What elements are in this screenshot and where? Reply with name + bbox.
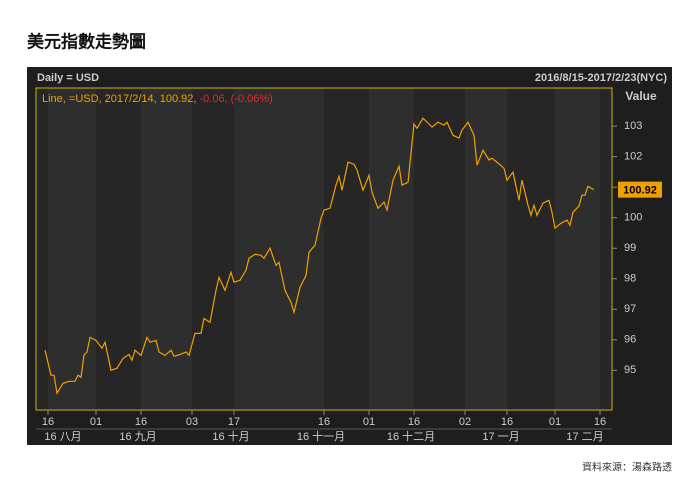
stripe (48, 88, 96, 410)
y-tick-label: 98 (624, 273, 636, 285)
x-tick-label: 01 (90, 416, 102, 428)
x-tick-label: 16 (135, 416, 147, 428)
x-tick-label: 01 (549, 416, 561, 428)
legend: Line, =USD, 2017/2/14, 100.92, -0.06, (-… (42, 93, 273, 105)
y-tick-label: 99 (624, 242, 636, 254)
chart-title: 美元指數走勢圖 (27, 31, 146, 51)
month-label: 16 十一月 (297, 429, 345, 443)
legend-change: -0.06, (-0.06%) (199, 93, 272, 105)
last-value-box (618, 181, 662, 198)
last-value-label: 100.92 (623, 185, 657, 197)
x-tick-label: 03 (186, 416, 198, 428)
stripe (141, 88, 192, 410)
month-label: 16 十二月 (387, 429, 435, 443)
stripe (465, 88, 507, 410)
y-tick-label: 95 (624, 364, 636, 376)
x-tick-label: 16 (408, 416, 420, 428)
y-tick-label: 97 (624, 303, 636, 315)
y-tick-label: 100 (624, 212, 642, 224)
legend-text: Line, =USD, 2017/2/14, 100.92, (42, 93, 196, 105)
stripe (555, 88, 600, 410)
x-tick-label: 17 (228, 416, 240, 428)
header-left: Daily = USD (37, 72, 99, 84)
source: 資料來源：湯森路透 (582, 461, 672, 474)
stripe (369, 88, 414, 410)
x-tick-label: 01 (363, 416, 375, 428)
month-label: 17 二月 (566, 431, 603, 443)
month-label: 16 八月 (44, 431, 81, 443)
y-tick-label: 102 (624, 151, 642, 163)
month-label: 16 九月 (119, 430, 156, 443)
header-right: 2016/8/15-2017/2/23(NYC) (535, 72, 667, 84)
month-label: 16 十月 (212, 429, 249, 443)
x-tick-label: 16 (594, 416, 606, 428)
data-line (44, 117, 595, 395)
x-tick-label: 02 (459, 416, 471, 428)
y-tick-label: 96 (624, 334, 636, 346)
month-label: 17 一月 (482, 431, 519, 443)
x-tick-label: 16 (501, 416, 513, 428)
plot-border (35, 87, 613, 411)
stripe (234, 88, 324, 410)
x-tick-label: 16 (42, 416, 54, 428)
y-axis-label: Value (625, 89, 657, 103)
x-tick-label: 16 (318, 416, 330, 428)
y-tick-label: 103 (624, 120, 642, 132)
